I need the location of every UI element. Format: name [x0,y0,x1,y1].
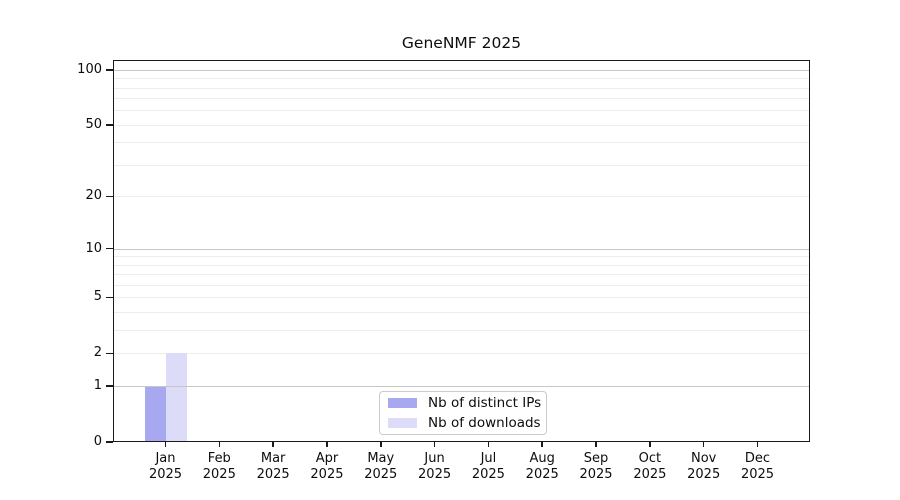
gridline-major-1 [113,386,810,387]
gridline-minor-6 [113,285,810,286]
x-tick-label-year: 2025 [633,466,667,482]
x-tick-label-apr: Apr 2025 [287,451,367,482]
legend-item-downloads: Nb of downloads [388,415,546,431]
gridline-minor-4 [113,312,810,313]
gridline-major-10 [113,249,810,250]
x-tick-label-year: 2025 [310,466,344,482]
x-tick-label-year: 2025 [148,466,183,482]
y-tick-20 [106,195,113,198]
legend-swatch-distinct-ips [388,398,417,408]
y-tick-2 [106,352,113,355]
bar-nb-of-downloads-jan [165,353,187,442]
gridline-minor-2 [113,353,810,354]
x-tick-label-year: 2025 [202,466,236,482]
gridline-minor-60 [113,110,810,111]
y-tick-5 [106,296,113,299]
x-tick-label-oct: Oct 2025 [610,451,690,482]
y-tick-label-20: 20 [85,188,102,204]
gridline-minor-80 [113,88,810,89]
gridline-minor-7 [113,274,810,275]
gridline-minor-30 [113,165,810,166]
x-tick-jun [433,442,436,447]
gridline-minor-90 [113,78,810,79]
x-tick-jan [164,442,167,447]
legend-swatch-downloads [388,418,417,428]
y-tick-label-50: 50 [85,116,102,132]
gridline-minor-9 [113,256,810,257]
y-tick-label-100: 100 [77,61,102,77]
gridline-minor-20 [113,196,810,197]
x-tick-nov [702,442,705,447]
y-tick-1 [106,385,113,387]
x-tick-may [380,442,382,447]
x-tick-dec [756,442,759,447]
x-tick-label-month: Mar [260,451,286,466]
x-tick-aug [541,442,543,447]
x-tick-label-aug: Aug 2025 [502,451,582,482]
x-tick-sep [595,442,597,447]
x-tick-label-month: Feb [207,451,231,466]
x-tick-label-month: Jan [155,451,176,466]
plot-area [113,60,810,442]
chart-title: GeneNMF 2025 [401,34,522,52]
legend-label-distinct-ips: Nb of distinct IPs [428,395,542,411]
gridline-minor-3 [113,330,810,331]
x-tick-label-year: 2025 [525,466,559,482]
x-tick-label-month: Jul [480,451,497,466]
legend: Nb of distinct IPs Nb of downloads [379,391,547,435]
gridline-minor-50 [113,125,810,126]
gridline-minor-70 [113,98,810,99]
x-tick-label-month: Jun [424,451,445,466]
x-tick-label-jul: Jul 2025 [448,451,528,482]
x-tick-oct [649,442,651,447]
legend-label-downloads: Nb of downloads [428,415,541,431]
x-tick-label-nov: Nov 2025 [664,451,744,482]
x-tick-label-month: Aug [529,451,555,466]
legend-item-distinct-ips: Nb of distinct IPs [388,395,546,411]
x-tick-label-month: Nov [690,451,717,466]
x-tick-label-year: 2025 [471,466,505,482]
x-tick-feb [218,442,221,447]
gridline-major-100 [113,70,810,71]
x-tick-label-year: 2025 [687,466,721,482]
gridline-minor-5 [113,297,810,298]
x-tick-label-month: Sep [583,451,609,466]
x-tick-apr [326,442,328,447]
x-tick-label-mar: Mar 2025 [233,451,313,482]
x-tick-label-year: 2025 [364,466,398,482]
x-tick-label-month: Dec [744,451,771,466]
x-tick-label-jan: Jan 2025 [126,451,206,482]
x-tick-label-year: 2025 [579,466,613,482]
x-tick-label-may: May 2025 [341,451,421,482]
x-tick-label-jun: Jun 2025 [395,451,475,482]
y-tick-label-5: 5 [93,289,102,305]
x-tick-label-month: May [367,451,395,466]
y-tick-label-1: 1 [93,378,102,394]
bar-nb-of-distinct-ips-jan [144,386,166,442]
x-tick-label-year: 2025 [740,466,775,482]
x-tick-label-year: 2025 [256,466,290,482]
x-tick-jul [487,442,490,447]
x-tick-label-month: Oct [638,451,662,466]
x-tick-mar [272,442,274,447]
y-tick-100 [106,69,113,71]
y-tick-label-2: 2 [93,345,102,361]
x-tick-label-sep: Sep 2025 [556,451,636,482]
y-tick-label-10: 10 [85,240,102,256]
x-tick-label-year: 2025 [418,466,452,482]
x-tick-label-dec: Dec 2025 [718,451,798,482]
gridline-minor-40 [113,142,810,143]
y-tick-label-0: 0 [93,434,102,449]
y-tick-0 [106,441,113,443]
y-tick-10 [106,247,113,250]
x-tick-label-month: Apr [315,451,339,466]
y-tick-50 [106,124,113,126]
x-tick-label-feb: Feb 2025 [179,451,259,482]
gridline-minor-8 [113,265,810,266]
